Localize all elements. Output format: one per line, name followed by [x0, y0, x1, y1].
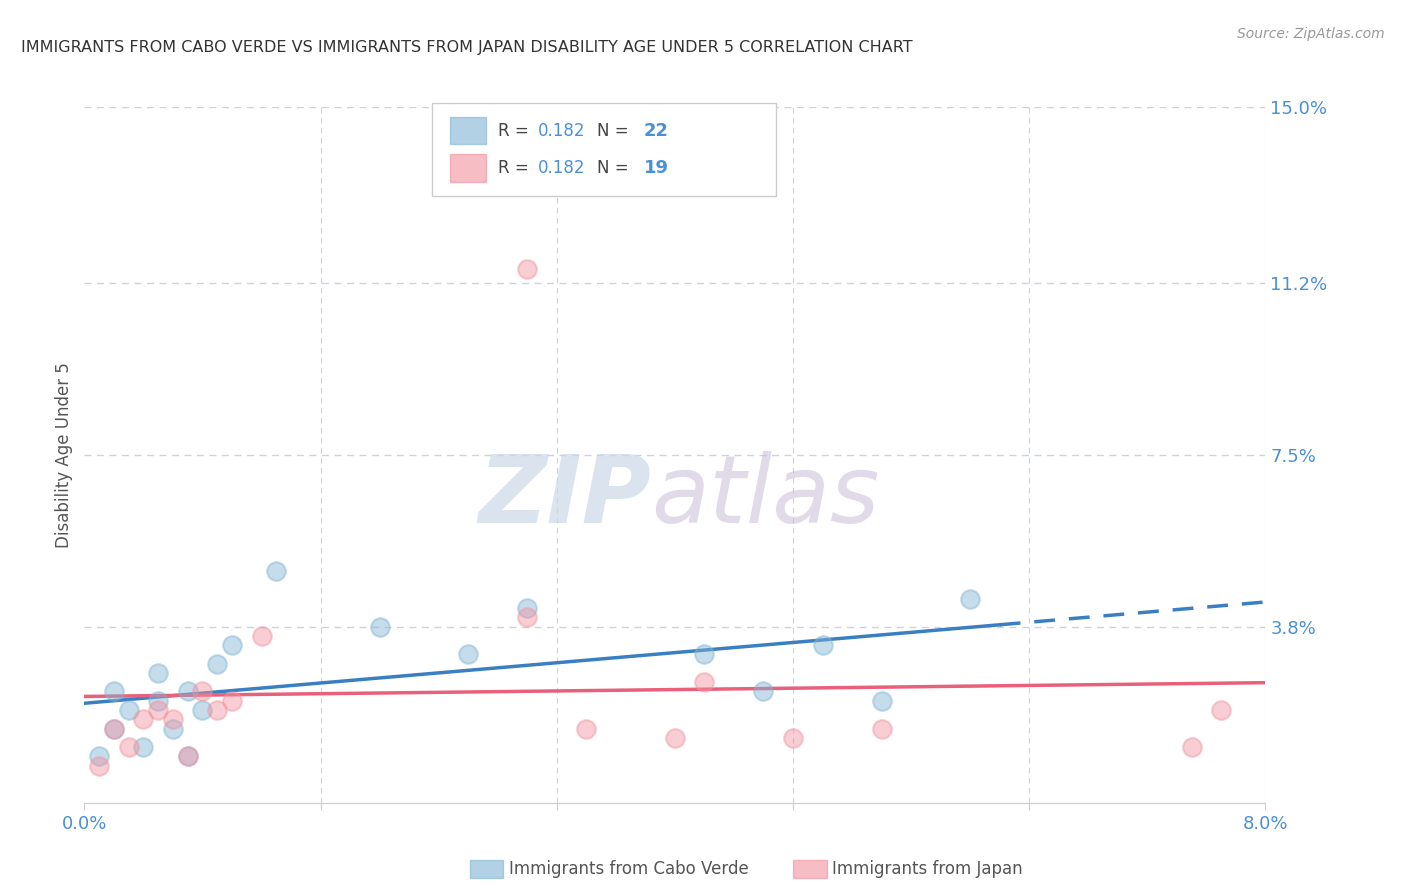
Point: [148, 694, 170, 708]
Point: [811, 638, 834, 652]
Point: [752, 684, 775, 698]
Point: [457, 648, 479, 662]
Point: [132, 712, 155, 726]
Point: [693, 675, 716, 690]
Point: [264, 564, 288, 578]
Point: [516, 610, 538, 624]
Point: [191, 684, 214, 698]
Point: [870, 694, 893, 708]
Point: [870, 722, 893, 736]
Text: R =: R =: [498, 122, 534, 140]
Point: [177, 684, 200, 698]
Point: [177, 749, 200, 764]
Point: [1211, 703, 1233, 717]
Point: [103, 722, 125, 736]
Point: [959, 591, 981, 606]
Text: atlas: atlas: [651, 451, 880, 542]
Point: [162, 722, 184, 736]
Point: [103, 722, 125, 736]
Point: [782, 731, 804, 745]
Point: [664, 731, 686, 745]
Text: 0.182: 0.182: [538, 122, 585, 140]
Y-axis label: Disability Age Under 5: Disability Age Under 5: [55, 362, 73, 548]
Point: [148, 703, 170, 717]
Point: [693, 648, 716, 662]
Text: Source: ZipAtlas.com: Source: ZipAtlas.com: [1237, 27, 1385, 41]
Point: [87, 749, 111, 764]
Point: [118, 740, 141, 755]
Text: IMMIGRANTS FROM CABO VERDE VS IMMIGRANTS FROM JAPAN DISABILITY AGE UNDER 5 CORRE: IMMIGRANTS FROM CABO VERDE VS IMMIGRANTS…: [21, 40, 912, 55]
Text: 22: 22: [644, 122, 669, 140]
Point: [191, 703, 214, 717]
Point: [221, 694, 243, 708]
Point: [177, 749, 200, 764]
Text: 0.182: 0.182: [538, 159, 585, 177]
Text: Immigrants from Japan: Immigrants from Japan: [832, 860, 1024, 878]
Point: [207, 703, 229, 717]
Point: [207, 657, 229, 671]
Text: ZIP: ZIP: [478, 450, 651, 542]
Text: 19: 19: [644, 159, 669, 177]
Point: [221, 638, 243, 652]
Point: [250, 629, 273, 643]
Point: [148, 665, 170, 680]
Point: [87, 758, 111, 772]
Point: [162, 712, 184, 726]
Text: N =: N =: [598, 159, 634, 177]
Point: [516, 601, 538, 615]
Point: [132, 740, 155, 755]
Point: [516, 262, 538, 277]
Point: [1181, 740, 1204, 755]
Point: [103, 684, 125, 698]
Text: R =: R =: [498, 159, 534, 177]
Text: Immigrants from Cabo Verde: Immigrants from Cabo Verde: [509, 860, 749, 878]
Text: N =: N =: [598, 122, 634, 140]
Point: [118, 703, 141, 717]
Point: [575, 722, 598, 736]
Point: [368, 619, 391, 633]
